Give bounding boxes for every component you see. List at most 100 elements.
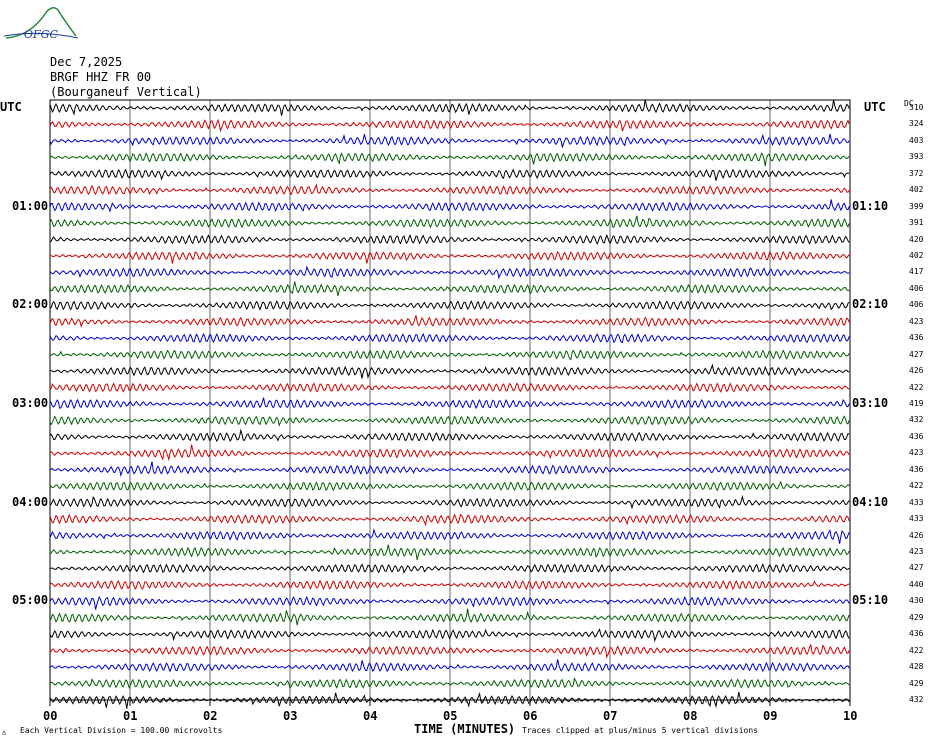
scale-corner-icon: ◬: [2, 728, 7, 736]
x-tick-label: 00: [43, 709, 58, 723]
dc-offset-value: 423: [909, 316, 924, 326]
dc-offset-value: 436: [909, 333, 924, 343]
dc-offset-value: 427: [909, 563, 924, 573]
x-tick-label: 03: [283, 709, 298, 723]
dc-offset-value: 372: [909, 168, 924, 178]
dc-offset-value: 420: [909, 234, 924, 244]
dc-offset-value: 436: [909, 629, 924, 639]
dc-offset-value: 432: [909, 695, 924, 704]
left-hour-label: 05:00: [12, 593, 49, 608]
dc-offset-value: 432: [909, 415, 924, 425]
left-utc-label: UTC: [0, 100, 22, 114]
seismic-trace: [49, 300, 850, 311]
station-code: BRGF HHZ FR 00: [50, 70, 152, 84]
seismic-trace: [49, 628, 850, 643]
seismic-trace: [49, 152, 850, 167]
dc-offset-value: 391: [909, 218, 924, 228]
left-hour-label: 04:00: [12, 494, 49, 509]
dc-offset-value: 426: [909, 530, 924, 540]
dc-offset-value: 430: [909, 596, 924, 606]
seismic-trace: [49, 677, 850, 690]
left-hour-label: 01:00: [12, 198, 49, 213]
dc-offset-value: 399: [909, 201, 924, 211]
seismic-trace: [49, 480, 850, 492]
x-axis-title: TIME (MINUTES): [414, 722, 516, 736]
dc-offset-value: 433: [909, 514, 924, 524]
dc-offset-value: 440: [909, 579, 924, 589]
right-hour-label: 02:10: [852, 297, 889, 312]
dc-offset-value: 423: [909, 448, 924, 458]
dc-offset-value: 422: [909, 645, 924, 655]
dc-offset-value: 436: [909, 464, 924, 474]
seismic-trace: [49, 382, 850, 393]
dc-offset-value: 403: [909, 135, 924, 145]
seismic-trace: [49, 199, 850, 213]
dc-label: DC: [904, 99, 914, 108]
seismic-trace: [49, 544, 850, 561]
seismic-trace: [49, 250, 850, 264]
ofgc-logo-icon: [3, 7, 79, 39]
dc-offset-value: 406: [909, 283, 924, 293]
logo-text: OFGC: [24, 28, 58, 41]
dc-offset-value: 402: [909, 185, 924, 195]
seismic-trace: [49, 444, 850, 462]
x-tick-label: 09: [763, 709, 778, 723]
seismic-trace: [49, 118, 850, 133]
x-tick-label: 07: [603, 709, 618, 723]
seismic-trace: [49, 265, 850, 280]
dc-offset-value: 422: [909, 481, 924, 491]
dc-offset-value: 433: [909, 497, 924, 507]
seismic-trace: [49, 215, 850, 229]
x-tick-label: 04: [363, 709, 378, 723]
seismic-trace: [49, 513, 850, 527]
dc-offset-value: 428: [909, 662, 924, 672]
seismic-trace: [49, 315, 850, 328]
scale-note: Each Vertical Division = 100.00 microvol…: [20, 726, 223, 735]
x-tick-label: 01: [123, 709, 138, 723]
right-hour-label: 05:10: [852, 593, 889, 608]
dc-offset-value: 426: [909, 366, 924, 376]
record-date: Dec 7,2025: [50, 55, 123, 69]
x-tick-label: 02: [203, 709, 218, 723]
left-hour-label: 03:00: [12, 396, 49, 410]
dc-offset-value: 310: [909, 103, 924, 112]
seismic-trace: [49, 168, 850, 181]
seismic-trace: [49, 595, 850, 610]
x-tick-label: 08: [683, 709, 698, 723]
seismic-trace: [49, 691, 850, 709]
x-tick-label: 10: [843, 709, 858, 723]
seismic-trace: [49, 563, 850, 574]
right-hour-label: 03:10: [852, 396, 889, 410]
x-tick-label: 05: [443, 709, 458, 723]
dc-offset-value: 427: [909, 349, 924, 359]
clip-note: Traces clipped at plus/minus 5 vertical …: [522, 726, 759, 735]
seismic-trace: [49, 528, 850, 544]
seismic-trace: [49, 608, 850, 626]
x-tick-label: 06: [523, 709, 538, 723]
seismic-trace: [49, 494, 850, 510]
dc-offset-value: 419: [909, 399, 924, 408]
station-location: (Bourganeuf Vertical): [50, 85, 202, 99]
seismic-trace: [49, 397, 850, 410]
seismic-trace: [49, 183, 850, 196]
dc-offset-value: 429: [909, 612, 924, 622]
seismic-trace: [49, 99, 850, 116]
dc-offset-value: 393: [909, 152, 924, 162]
dc-offset-value: 422: [909, 382, 924, 392]
seismic-trace: [49, 643, 850, 659]
seismic-trace: [49, 133, 850, 148]
seismic-trace: [49, 415, 850, 427]
dc-offset-value: 324: [909, 119, 924, 129]
dc-offset-value: 406: [909, 300, 924, 310]
seismic-trace: [49, 461, 850, 478]
dc-offset-value: 429: [909, 678, 924, 688]
dc-offset-value: 423: [909, 547, 924, 556]
dc-offset-value: 436: [909, 431, 924, 441]
seismic-trace: [49, 332, 850, 344]
seismic-trace: [49, 428, 850, 442]
dc-offset-value: 402: [909, 251, 924, 260]
seismic-trace: [49, 349, 850, 361]
right-hour-label: 01:10: [852, 198, 889, 213]
seismic-trace: [49, 233, 850, 245]
